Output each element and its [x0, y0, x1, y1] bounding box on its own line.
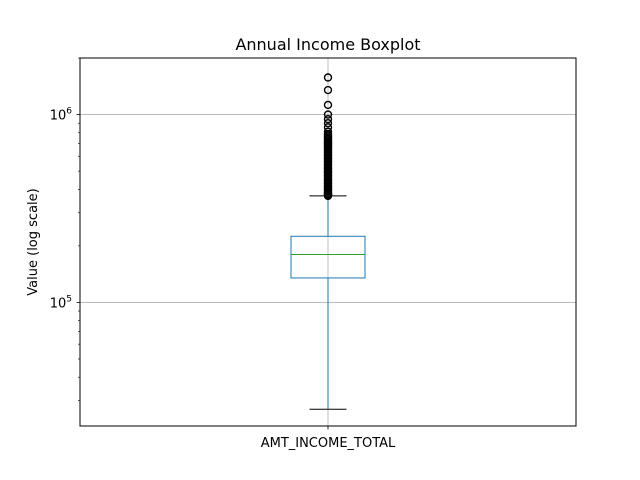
- outlier-point: [323, 154, 333, 163]
- outlier-point: [323, 175, 333, 184]
- y-tick-label-exponent: 6: [66, 107, 72, 117]
- outlier-point: [323, 127, 333, 136]
- outlier-point: [323, 110, 333, 119]
- y-axis-label: Value (log scale): [26, 188, 41, 295]
- y-tick-label-base: 10: [50, 296, 67, 311]
- x-tick-label: AMT_INCOME_TOTAL: [261, 436, 396, 451]
- y-tick-label: 106: [50, 107, 73, 124]
- y-tick-label-base: 10: [50, 109, 67, 124]
- outlier-point: [323, 151, 333, 160]
- outlier-point: [323, 157, 333, 166]
- outlier-point: [323, 123, 333, 132]
- y-tick-label-exponent: 5: [66, 294, 72, 304]
- outlier-point: [323, 114, 333, 124]
- outlier-point: [323, 73, 333, 82]
- outlier-point: [323, 132, 333, 141]
- iqr-box: [290, 235, 366, 279]
- plot-layer: [290, 73, 366, 410]
- outlier-point: [323, 142, 333, 151]
- outlier-point: [323, 85, 333, 95]
- y-tick-label: 105: [50, 294, 72, 311]
- outlier-point: [323, 148, 333, 157]
- outlier-point: [323, 100, 333, 110]
- outlier-point: [323, 145, 333, 154]
- outlier-point: [323, 118, 333, 128]
- chart-title: Annual Income Boxplot: [235, 35, 420, 54]
